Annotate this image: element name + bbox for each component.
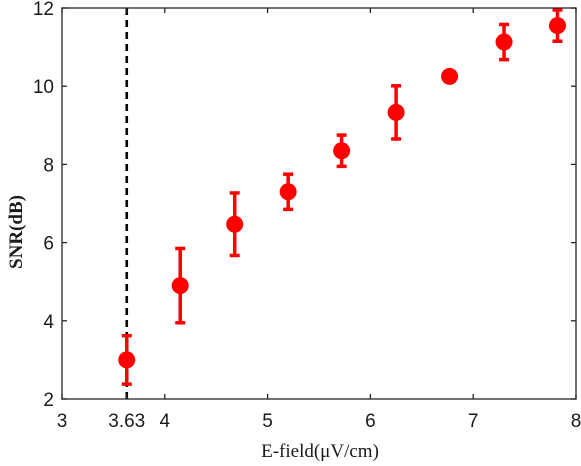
data-point [387,103,405,121]
data-point [279,183,297,201]
data-point [226,215,244,233]
data-point [333,142,351,160]
y-tick-label: 10 [33,77,54,98]
y-tick-label: 2 [43,390,54,411]
x-axis-label: E-field(μV/cm) [261,441,379,462]
y-axis-label: SNR(dB) [6,195,27,269]
y-tick-label: 4 [43,312,54,333]
y-tick-label: 12 [33,0,54,20]
x-tick-label: 8 [571,411,581,432]
y-tick-label: 8 [43,155,54,176]
x-tick-label: 5 [262,411,273,432]
x-tick-label: 6 [365,411,376,432]
x-tick-label: 3 [57,411,68,432]
x-tick-label: 7 [468,411,479,432]
axes-box [61,7,577,400]
data-point [171,277,189,295]
data-point [118,351,136,369]
data-point [495,33,513,51]
data-point [441,67,459,85]
x-tick-label: 4 [160,411,171,432]
x-tick-label: 3.63 [108,411,145,432]
y-tick-label: 6 [43,234,54,255]
data-point [548,17,566,35]
